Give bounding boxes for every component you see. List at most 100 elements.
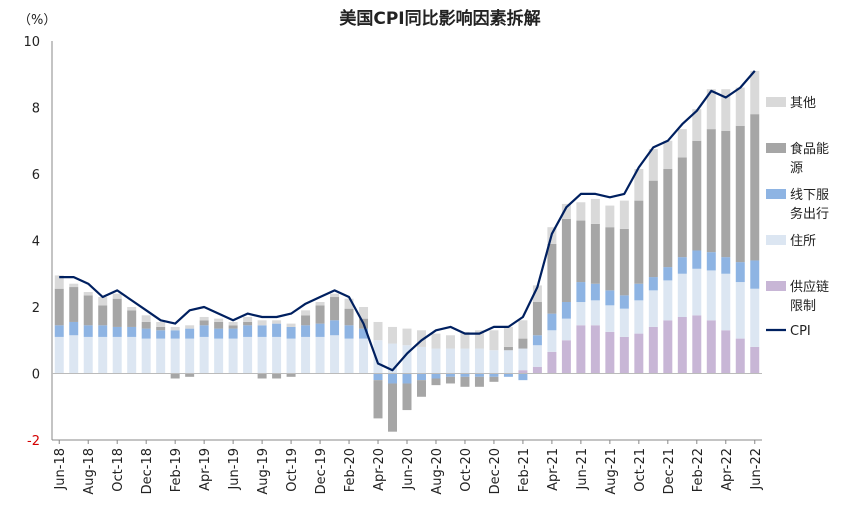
bar-segment [547, 330, 557, 352]
bar-segment [518, 348, 528, 371]
bar-segment [721, 330, 731, 374]
bar-segment [677, 316, 687, 374]
x-tick-label: Apr-21 [546, 448, 561, 491]
bar-segment [561, 218, 571, 303]
bar-segment [185, 328, 195, 339]
bar-segment [590, 325, 600, 374]
bar-segment [619, 336, 629, 374]
legend-label: 源 [790, 161, 803, 176]
bar-segment [750, 346, 760, 374]
bar-segment [532, 285, 542, 303]
bar-segment [619, 228, 629, 296]
x-tick-label: Aug-18 [82, 448, 97, 495]
bar-segment [402, 345, 412, 374]
bar-segment [315, 305, 325, 324]
bar-segment [619, 295, 629, 309]
bar-segment [98, 305, 108, 326]
bar-segment [547, 351, 557, 374]
bar-segment [301, 315, 311, 326]
bar-segment [750, 288, 760, 347]
bar-segment [228, 338, 238, 374]
bar-segment [402, 373, 412, 384]
bar-segment [315, 302, 325, 306]
bar-segment [518, 370, 528, 374]
x-tick-label: Aug-20 [430, 448, 445, 495]
bar-segment [663, 169, 673, 268]
y-unit-label: （%） [18, 13, 56, 28]
x-tick-label: Jun-19 [227, 448, 242, 491]
bar-segment [503, 326, 513, 347]
bar-segment [199, 325, 209, 337]
bar-segment [721, 130, 731, 258]
bar-segment [634, 200, 644, 284]
bar-segment [54, 288, 64, 326]
bar-segment [69, 335, 79, 374]
bar-segment [257, 320, 267, 326]
bar-segment [445, 376, 455, 384]
bar-segment [83, 295, 93, 326]
bar-segment [692, 140, 702, 251]
bar-segment [112, 326, 122, 337]
bar-segment [503, 373, 513, 377]
bar-segment [605, 331, 615, 374]
bar-segment [692, 250, 702, 269]
bar-segment [141, 328, 151, 339]
bar-segment [735, 262, 745, 283]
x-tick-label: Oct-21 [633, 448, 648, 492]
bar-segment [214, 328, 224, 339]
x-tick-label: Dec-20 [488, 448, 503, 494]
x-axis: Jun-18 Aug-18 Oct-18 Dec-18 Feb-19 Apr-19 Jun-… [53, 440, 764, 495]
bar-segment [561, 302, 571, 319]
bar-segment [170, 338, 180, 374]
bar-segment [272, 373, 282, 379]
y-tick-label: -2 [27, 434, 40, 449]
bar-segment [474, 373, 484, 377]
bar-segment [489, 330, 499, 351]
bar-segment [98, 325, 108, 337]
bar-segment [431, 378, 441, 386]
bar-segment [489, 373, 499, 377]
bar-segment [692, 109, 702, 141]
bar-segment [677, 129, 687, 158]
bar-segment [54, 325, 64, 337]
bar-segment [561, 340, 571, 374]
bar-segment [619, 200, 629, 229]
legend-swatch [766, 281, 786, 291]
bar-segment [272, 320, 282, 324]
bar-segment [416, 373, 426, 381]
bar-segment [330, 293, 340, 298]
bar-segment [706, 129, 716, 253]
bar-segment [445, 373, 455, 377]
bar-segment [388, 373, 398, 384]
bar-segment [503, 350, 513, 374]
bar-segment [663, 320, 673, 374]
bar-segment [199, 336, 209, 374]
bar-segment [648, 180, 658, 278]
bar-segment [243, 325, 253, 337]
bar-segment [185, 373, 195, 377]
bar-segment [634, 283, 644, 301]
y-tick-label: 10 [23, 35, 40, 50]
bar-segment [677, 257, 687, 274]
bar-segment [388, 343, 398, 374]
y-tick-label: 8 [32, 102, 40, 117]
bar-segment [359, 307, 369, 319]
bar-segment [214, 338, 224, 374]
y-tick-label: 0 [32, 368, 40, 383]
bar-segment [214, 321, 224, 329]
bar-segment [532, 335, 542, 346]
bar-segment [330, 297, 340, 321]
bar-segment [301, 325, 311, 337]
bar-segment [431, 333, 441, 349]
bar-segment [243, 316, 253, 322]
bar-segment [648, 277, 658, 291]
bar-segment [605, 205, 615, 228]
bar-segment [634, 169, 644, 201]
bar-segment [199, 320, 209, 326]
bar-segment [431, 348, 441, 374]
bar-segment [503, 346, 513, 351]
y-axis: -2 0 2 4 6 8 10 [23, 35, 40, 449]
legend-swatch [766, 97, 786, 107]
